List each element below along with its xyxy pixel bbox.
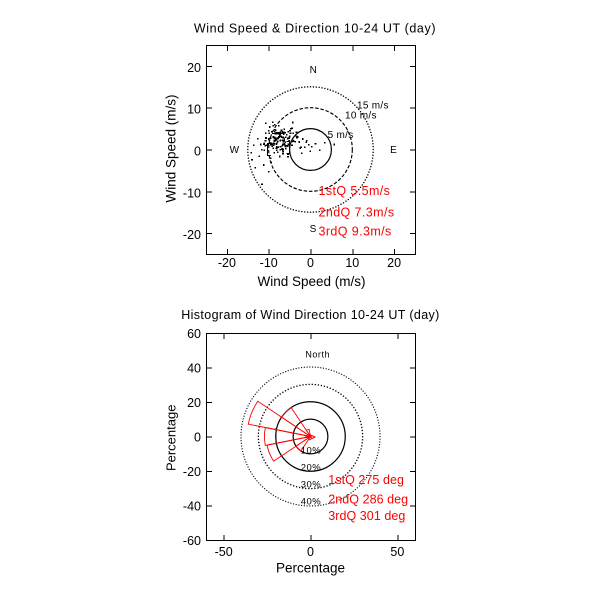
svg-text:-10: -10: [260, 256, 278, 270]
svg-text:E: E: [390, 145, 397, 156]
svg-text:10: 10: [187, 103, 201, 117]
svg-text:-50: -50: [215, 545, 233, 559]
svg-text:3rdQ 301 deg: 3rdQ 301 deg: [328, 509, 405, 523]
svg-text:1stQ 275 deg: 1stQ 275 deg: [328, 473, 404, 487]
svg-text:40: 40: [187, 362, 201, 376]
svg-text:-10: -10: [183, 186, 201, 200]
svg-text:W: W: [230, 145, 240, 156]
svg-text:1stQ 5.5m/s: 1stQ 5.5m/s: [319, 184, 391, 198]
svg-text:0: 0: [307, 545, 314, 559]
svg-text:-60: -60: [183, 534, 201, 548]
svg-text:10: 10: [345, 256, 359, 270]
svg-text:50: 50: [390, 545, 404, 559]
svg-text:30%: 30%: [301, 480, 322, 491]
svg-text:20: 20: [387, 256, 401, 270]
svg-text:N: N: [310, 65, 317, 76]
svg-text:-20: -20: [183, 228, 201, 242]
svg-text:Wind Speed (m/s): Wind Speed (m/s): [164, 94, 179, 202]
svg-text:3rdQ 9.3m/s: 3rdQ 9.3m/s: [319, 225, 392, 239]
svg-text:15 m/s: 15 m/s: [357, 101, 389, 112]
svg-text:Histogram of Wind Direction 10: Histogram of Wind Direction 10-24 UT (da…: [181, 308, 439, 322]
svg-text:S: S: [310, 224, 317, 235]
svg-text:Percentage: Percentage: [276, 560, 345, 575]
svg-text:Percentage: Percentage: [164, 405, 179, 472]
svg-text:20%: 20%: [301, 463, 322, 474]
svg-text:2ndQ 7.3m/s: 2ndQ 7.3m/s: [319, 205, 395, 219]
svg-text:0: 0: [307, 256, 314, 270]
svg-text:20: 20: [187, 61, 201, 75]
svg-text:0: 0: [194, 431, 201, 445]
svg-text:60: 60: [187, 327, 201, 341]
svg-text:-20: -20: [183, 465, 201, 479]
svg-text:10%: 10%: [301, 446, 322, 457]
svg-text:-40: -40: [183, 500, 201, 514]
svg-text:10 m/s: 10 m/s: [345, 111, 377, 122]
svg-text:-20: -20: [218, 256, 236, 270]
svg-text:Wind Speed (m/s): Wind Speed (m/s): [257, 274, 365, 289]
svg-text:2ndQ 286 deg: 2ndQ 286 deg: [328, 492, 408, 506]
svg-text:0: 0: [194, 145, 201, 159]
svg-text:North: North: [305, 350, 330, 360]
svg-text:5 m/s: 5 m/s: [328, 130, 354, 141]
svg-text:Wind Speed & Direction 10-24 U: Wind Speed & Direction 10-24 UT (day): [194, 22, 436, 36]
svg-text:40%: 40%: [301, 497, 322, 508]
svg-text:20: 20: [187, 396, 201, 410]
